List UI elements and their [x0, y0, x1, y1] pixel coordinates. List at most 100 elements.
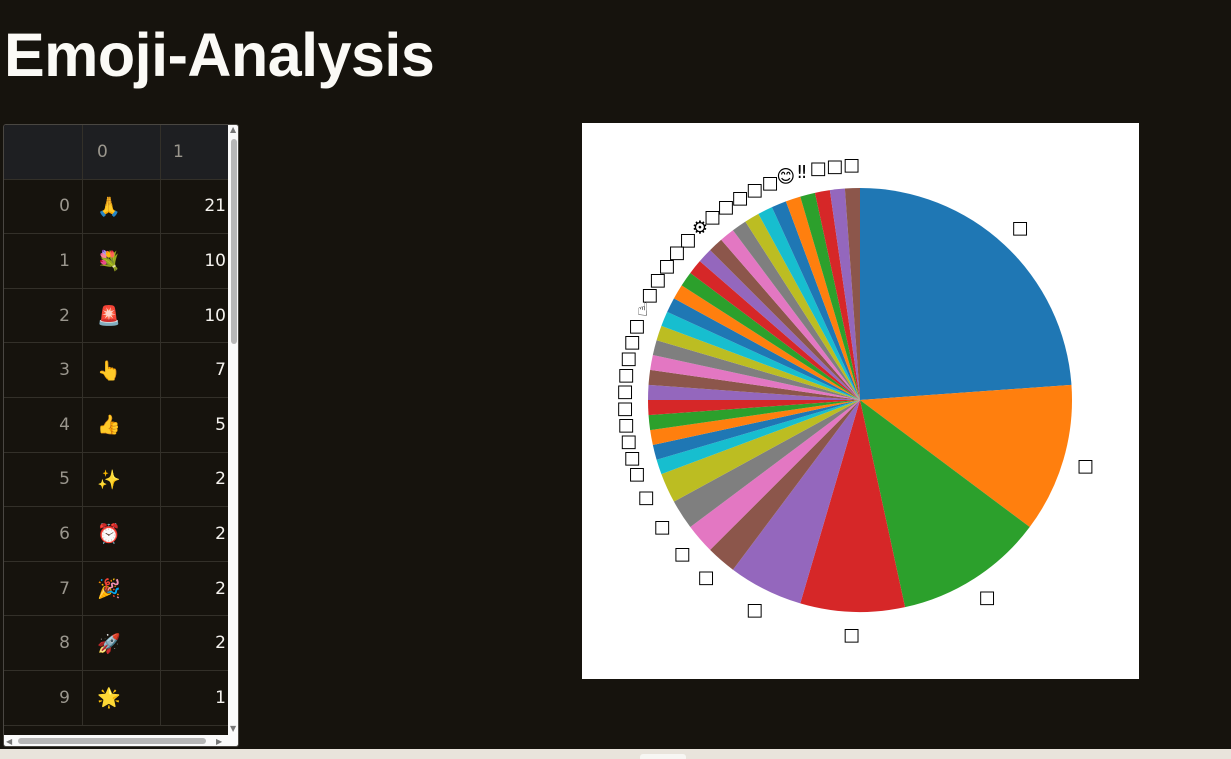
pie-slice — [656, 400, 860, 475]
scroll-left-arrow-icon[interactable]: ◀ — [6, 737, 13, 746]
pie-slice-label: □ — [641, 284, 658, 305]
pie-slice-label: ☝ — [637, 300, 648, 321]
count-cell[interactable]: 21 — [204, 196, 226, 217]
pie-slice — [732, 400, 860, 604]
pie-slice-label: ‼ — [798, 162, 807, 183]
table-row[interactable]: 8 🚀 2 — [4, 616, 228, 671]
table-row[interactable]: 3 👆 7 — [4, 343, 228, 398]
emoji-cell[interactable]: 🌟 — [83, 670, 161, 725]
count-cell[interactable]: 1 — [215, 687, 226, 708]
pie-chart-figure: □ □ □ □ □ □ □ □ □ □ □ □ □ □ □ □ □ □ □ ☝ □ □ □ □ □ ⚙ □ □ □ □ □ 😊 ‼ □ □ □ — [582, 123, 1139, 679]
pie-slice-label: □ — [624, 448, 641, 469]
column-header-1[interactable]: 1 — [173, 141, 184, 162]
pie-slice — [656, 325, 860, 400]
pie-slice-label: □ — [668, 242, 685, 263]
pie-slice-label: □ — [679, 229, 696, 250]
pie-slice-label: □ — [843, 155, 860, 176]
count-cell[interactable]: 2 — [215, 633, 226, 654]
pie-slice — [710, 400, 860, 570]
pie-slice-label: □ — [698, 567, 715, 588]
pie-slice-label: □ — [658, 256, 675, 277]
pie-slice — [699, 250, 860, 400]
horizontal-scrollbar[interactable]: ◀ ▶ — [4, 735, 238, 746]
row-index: 7 — [4, 561, 83, 616]
count-cell[interactable]: 10 — [204, 305, 226, 326]
table-row[interactable]: 1 💐 10 — [4, 234, 228, 289]
row-index: 5 — [4, 452, 83, 507]
dataframe-grid: 0 1 0 🙏 21 1 💐 10 2 🚨 10 3 👆 7 4 👍 5 — [4, 125, 228, 726]
pie-slice — [860, 384, 1072, 528]
pie-slice-label: □ — [979, 587, 996, 608]
table-row[interactable]: 6 ⏰ 2 — [4, 507, 228, 562]
emoji-cell[interactable]: 🙏 — [83, 179, 161, 234]
pie-slice-label: □ — [704, 207, 721, 228]
pie-slice — [681, 272, 860, 400]
pie-slice — [800, 192, 860, 400]
pie-slice — [690, 400, 860, 550]
pie-slice — [652, 340, 860, 400]
table-row[interactable]: 7 🎉 2 — [4, 561, 228, 617]
table-row[interactable]: 5 ✨ 2 — [4, 452, 228, 508]
emoji-cell[interactable]: 🎉 — [83, 561, 161, 616]
pie-slice — [673, 400, 860, 528]
pie-slice — [650, 354, 860, 400]
pie-slice — [732, 221, 860, 400]
pie-slice — [785, 196, 860, 400]
emoji-cell[interactable]: ⏰ — [83, 507, 161, 561]
count-cell[interactable]: 2 — [215, 578, 226, 599]
vertical-scrollbar[interactable]: ▲ ▼ — [228, 125, 238, 735]
table-row[interactable]: 0 🙏 21 — [4, 179, 228, 235]
count-cell[interactable]: 2 — [215, 523, 226, 544]
pie-slice-label: □ — [826, 156, 843, 177]
emoji-dataframe[interactable]: 0 1 0 🙏 21 1 💐 10 2 🚨 10 3 👆 7 4 👍 5 — [3, 124, 239, 747]
count-cell[interactable]: 10 — [204, 250, 226, 271]
page-title: Emoji-Analysis — [4, 21, 435, 89]
table-row[interactable]: 4 👍 5 — [4, 397, 228, 453]
pie-slice-label: □ — [674, 543, 691, 564]
table-header-row: 0 1 — [4, 125, 228, 180]
scroll-down-arrow-icon[interactable]: ▼ — [230, 724, 237, 733]
pie-slice-label: □ — [810, 158, 827, 179]
pie-slice — [650, 400, 860, 446]
pie-slice-label: □ — [762, 172, 779, 193]
pie-slice — [771, 201, 860, 400]
horizontal-scroll-thumb[interactable] — [18, 738, 206, 744]
count-cell[interactable]: 7 — [215, 360, 226, 381]
pie-slice — [814, 190, 860, 400]
bottom-bar — [0, 749, 1231, 759]
pie-slice-label: □ — [732, 187, 749, 208]
pie-slice — [673, 285, 860, 400]
emoji-cell[interactable]: 🚀 — [83, 616, 161, 670]
pie-slice-label: □ — [624, 331, 641, 352]
vertical-scroll-thumb[interactable] — [231, 139, 237, 344]
pie-slice — [745, 213, 860, 400]
emoji-cell[interactable]: 💐 — [83, 234, 161, 288]
row-index: 9 — [4, 670, 83, 725]
count-cell[interactable]: 2 — [215, 469, 226, 490]
column-header-0[interactable]: 0 — [83, 125, 161, 179]
scroll-right-arrow-icon[interactable]: ▶ — [216, 737, 223, 746]
pie-slice — [661, 400, 860, 502]
pie-slice-label: □ — [620, 348, 637, 369]
row-index: 4 — [4, 397, 83, 452]
pie-slice-label: □ — [618, 364, 635, 385]
row-index: 2 — [4, 288, 83, 343]
row-index: 3 — [4, 343, 83, 397]
emoji-cell[interactable]: 👆 — [83, 343, 161, 397]
pie-slice-label: □ — [717, 197, 734, 218]
pie-slice — [721, 230, 860, 400]
count-cell[interactable]: 5 — [215, 414, 226, 435]
pie-slice-label: □ — [628, 315, 645, 336]
pie-slice — [690, 261, 860, 400]
pie-slice-label: □ — [638, 487, 655, 508]
emoji-cell[interactable]: 👍 — [83, 397, 161, 452]
pie-slice — [652, 400, 860, 460]
scroll-up-arrow-icon[interactable]: ▲ — [230, 125, 237, 134]
pie-chart: □□□□□□□□□□□□□□□□□□□☝□□□□□⚙□□□□□😊 ‼ □ □ □ — [617, 155, 1094, 646]
pie-slice-label: □ — [654, 517, 671, 538]
pie-slice-label: □ — [746, 179, 763, 200]
table-row[interactable]: 2 🚨 10 — [4, 288, 228, 344]
emoji-cell[interactable]: 🚨 — [83, 288, 161, 343]
emoji-cell[interactable]: ✨ — [83, 452, 161, 507]
table-row[interactable]: 9 🌟 1 — [4, 670, 228, 726]
